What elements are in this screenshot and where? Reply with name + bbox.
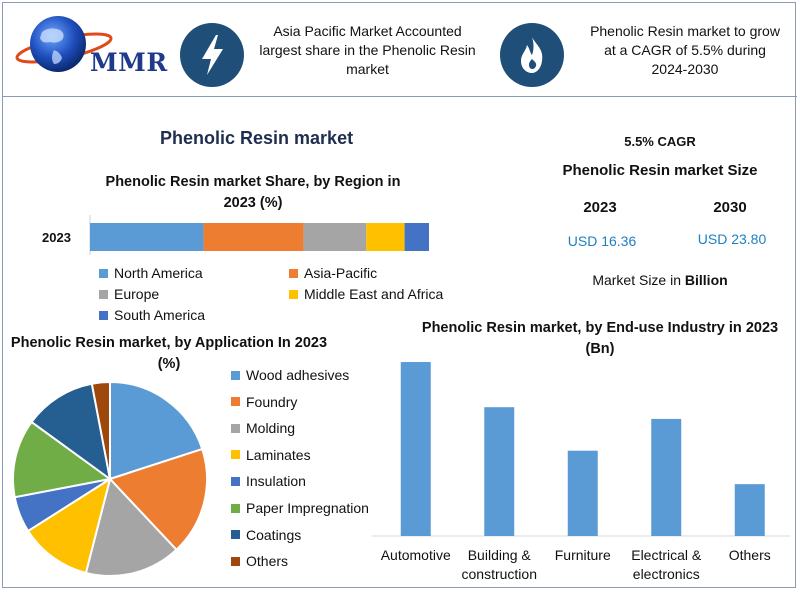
market-size-title: Phenolic Resin market Size xyxy=(562,162,758,179)
pie-slice-molding xyxy=(84,476,178,577)
pie-slice-wood-adhesives xyxy=(109,380,204,481)
application-legend-item: Others xyxy=(231,553,288,569)
legend-swatch xyxy=(99,289,108,299)
mmr-logo: MMR xyxy=(14,10,167,80)
legend-swatch xyxy=(289,289,298,299)
market-size-unit: Market Size in Billion xyxy=(560,272,760,288)
region-segment-south-america xyxy=(404,223,429,251)
legend-swatch xyxy=(231,503,240,513)
legend-swatch xyxy=(99,268,108,278)
legend-label: Molding xyxy=(246,420,296,437)
region-stacked-bar-chart: 2023 xyxy=(42,215,429,255)
legend-label: Foundry xyxy=(246,393,298,410)
region-legend-item: Middle East and Africa xyxy=(289,286,443,302)
bar-others xyxy=(734,484,765,536)
logo-text: MMR xyxy=(90,48,168,77)
header-divider xyxy=(2,96,797,97)
bar-automotive xyxy=(400,362,431,536)
legend-label: Insulation xyxy=(246,473,306,490)
legend-label: Others xyxy=(246,553,289,570)
legend-swatch xyxy=(99,310,108,320)
cagr-label: 5.5% CAGR xyxy=(624,134,696,149)
year-2023-label: 2023 xyxy=(583,199,617,216)
x-tick-label: Electrical & xyxy=(631,547,702,563)
bar-furniture xyxy=(567,450,598,536)
header-left-text: Asia Pacific Market Accounted largest sh… xyxy=(259,23,476,77)
bar-electrical-electronics xyxy=(651,418,682,536)
legend-swatch xyxy=(231,530,240,540)
legend-label: North America xyxy=(114,265,203,281)
region-segment-north-america xyxy=(90,223,204,251)
unit-bold: Billion xyxy=(684,272,728,288)
x-tick-label: Furniture xyxy=(555,547,611,563)
application-legend-item: Paper Impregnation xyxy=(231,500,369,516)
year-2030-label: 2030 xyxy=(713,199,747,216)
region-legend-item: Asia-Pacific xyxy=(289,265,377,281)
enduse-chart-title: Phenolic Resin market, by End-use Indust… xyxy=(421,320,779,357)
legend-label: Paper Impregnation xyxy=(246,500,369,516)
unit-prefix: Market Size in xyxy=(592,272,685,288)
region-bar-category-label: 2023 xyxy=(42,230,71,245)
x-tick-label: Automotive xyxy=(381,547,451,563)
x-tick-label: Building & xyxy=(468,547,532,563)
region-chart-title: Phenolic Resin market Share, by Region i… xyxy=(105,174,401,211)
legend-swatch xyxy=(289,268,298,278)
legend-label: Wood adhesives xyxy=(246,367,350,383)
application-pie-chart xyxy=(12,380,208,577)
x-tick-label: Others xyxy=(729,547,771,563)
pie-slice-paper-impregnation xyxy=(12,420,113,499)
flame-icon xyxy=(500,23,564,87)
application-legend-item: Foundry xyxy=(231,394,297,410)
lightning-icon xyxy=(180,23,244,87)
application-legend-item: Insulation xyxy=(231,473,306,489)
header-right-text: Phenolic Resin market to grow at a CAGR … xyxy=(590,23,780,77)
legend-label: Coatings xyxy=(246,526,302,543)
region-legend-item: South America xyxy=(99,307,205,323)
enduse-bar-chart: Automotive Building & construction Furnitur… xyxy=(372,362,790,582)
legend-swatch xyxy=(231,397,240,407)
x-tick-label: electronics xyxy=(633,566,700,582)
region-legend-item: Europe xyxy=(99,286,159,302)
pie-slice-others xyxy=(90,380,111,480)
legend-label: Middle East and Africa xyxy=(304,286,444,302)
value-2023: USD 16.36 xyxy=(567,233,637,249)
legend-label: Laminates xyxy=(246,446,311,463)
application-chart-title: Phenolic Resin market, by Application In… xyxy=(10,335,328,372)
application-legend-item: Coatings xyxy=(231,527,301,543)
region-segment-middle-east-and-africa xyxy=(366,223,405,251)
legend-swatch xyxy=(231,450,240,460)
page-title: Phenolic Resin market xyxy=(160,128,354,148)
application-legend-item: Laminates xyxy=(231,447,311,463)
application-legend-item: Molding xyxy=(231,420,295,436)
region-legend-item: North America xyxy=(99,265,203,281)
legend-swatch xyxy=(231,556,240,566)
pie-slice-coatings xyxy=(30,382,112,482)
bar-building-construction xyxy=(484,407,515,536)
legend-swatch xyxy=(231,370,240,380)
application-legend-item: Wood adhesives xyxy=(231,367,349,383)
legend-label: South America xyxy=(114,307,206,323)
legend-label: Europe xyxy=(114,286,160,302)
pie-slice-foundry xyxy=(108,447,208,552)
legend-swatch xyxy=(231,423,240,433)
region-segment-asia-pacific xyxy=(203,223,304,251)
x-tick-label: construction xyxy=(462,566,537,582)
globe-icon xyxy=(15,16,113,72)
region-segment-europe xyxy=(303,223,367,251)
legend-label: Asia-Pacific xyxy=(304,265,378,281)
legend-swatch xyxy=(231,476,240,486)
pie-slice-laminates xyxy=(26,476,112,575)
value-2030: USD 23.80 xyxy=(697,231,767,247)
